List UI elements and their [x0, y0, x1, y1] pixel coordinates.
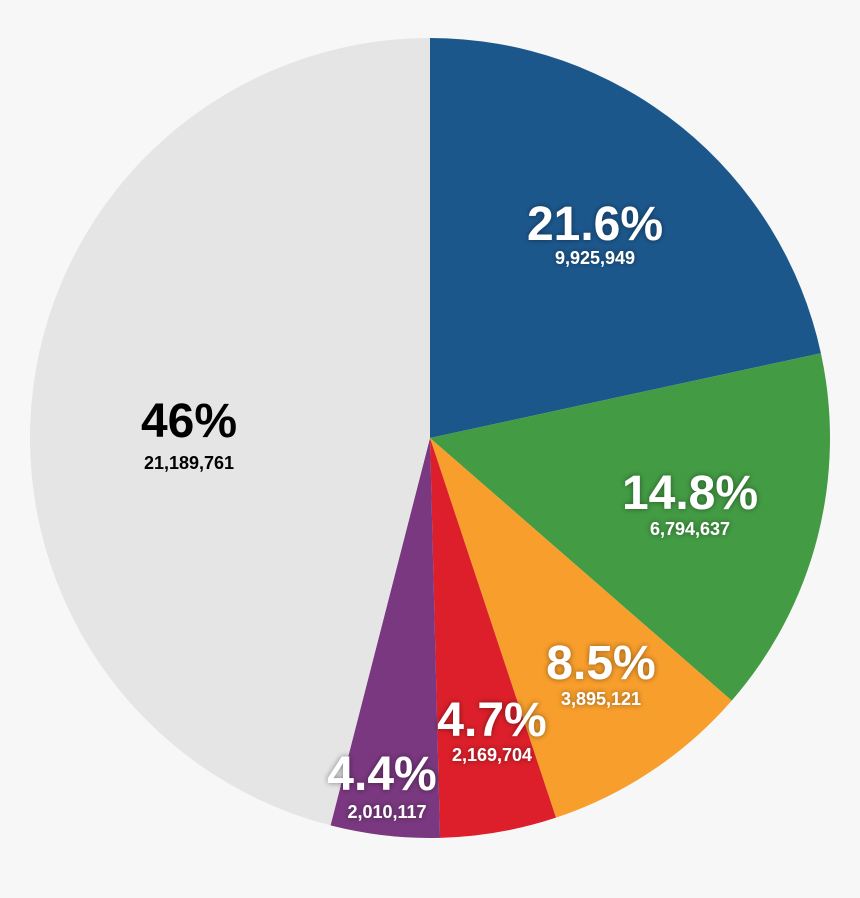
slice-4-percent-label: 4.7%	[437, 694, 546, 747]
slice-3-percent-label: 8.5%	[546, 637, 655, 690]
slice-2-percent-label: 14.8%	[622, 467, 758, 520]
slice-6-percent-label: 46%	[141, 395, 237, 448]
pie-slice-6	[30, 38, 431, 826]
pie-slice-2	[430, 353, 831, 701]
pie-slice-3	[430, 438, 732, 818]
slice-4-count-label: 2,169,704	[452, 745, 532, 765]
pie-slice-1	[430, 37, 821, 438]
slice-2-count-label: 6,794,637	[650, 519, 730, 539]
pie-slice-5	[330, 438, 441, 838]
pie-labels: 21.6% 9,925,949 14.8% 6,794,637 8.5% 3,8…	[141, 198, 758, 822]
slice-3-count-label: 3,895,121	[561, 689, 641, 709]
slice-6-count-label: 21,189,761	[144, 453, 234, 473]
pie-slices	[30, 37, 831, 838]
pie-slice-4	[430, 438, 556, 838]
slice-5-count-label: 2,010,117	[347, 802, 426, 822]
slice-1-percent-label: 21.6%	[527, 198, 663, 251]
slice-1-count-label: 9,925,949	[555, 248, 635, 268]
slice-5-percent-label: 4.4%	[327, 748, 436, 801]
